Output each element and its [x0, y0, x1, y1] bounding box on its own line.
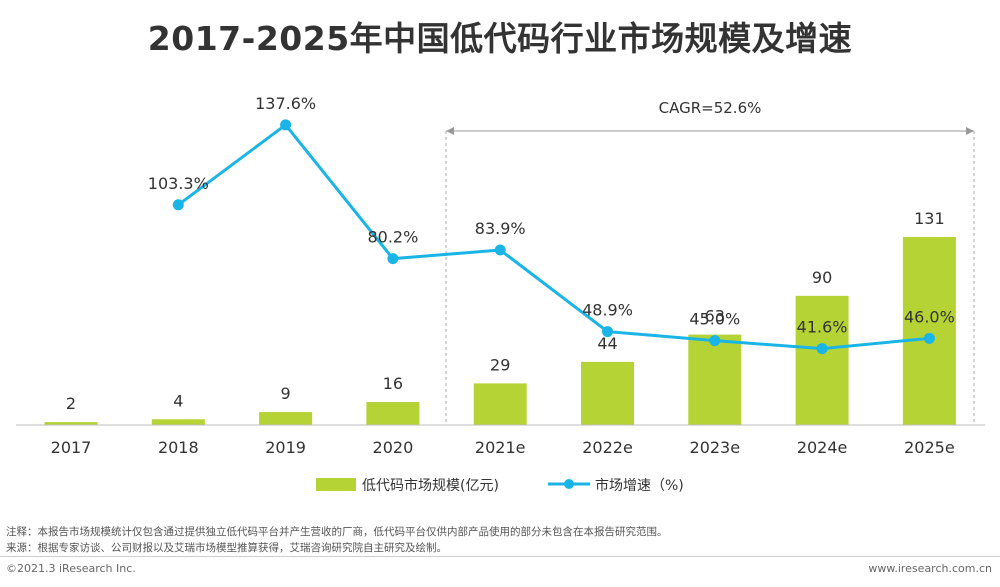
x-tick-2020: 2020 — [373, 438, 414, 457]
bar-2024e — [795, 295, 849, 425]
copyright-text: ©2021.3 iResearch Inc. — [6, 562, 136, 575]
line-series — [172, 119, 935, 355]
bar-label-2024e: 90 — [812, 268, 832, 287]
cagr-bracket: CAGR=52.6% — [445, 99, 975, 425]
bar-2023e — [688, 334, 742, 425]
legend-line-label: 市场增速（%) — [595, 477, 684, 494]
x-tick-2024e: 2024e — [797, 438, 848, 457]
x-tick-2021e: 2021e — [475, 438, 526, 457]
growth-label-2019: 137.6% — [255, 94, 316, 113]
x-tick-2019: 2019 — [265, 438, 306, 457]
cagr-arrow-right — [966, 127, 974, 135]
bar-value-labels: 2 4 9 16 29 44 63 90 131 — [66, 209, 945, 413]
bar-label-2019: 9 — [281, 384, 291, 403]
line-value-labels: 103.3% 137.6% 80.2% 83.9% 48.9% 45.0% 41.6% 46.… — [148, 94, 955, 337]
bar-series — [44, 237, 956, 425]
footnote-source: 来源：根据专家访谈、公司财报以及艾瑞市场模型推算获得，艾瑞咨询研究院自主研究及绘… — [6, 542, 447, 554]
legend-bar-swatch — [316, 478, 356, 491]
growth-label-2018: 103.3% — [148, 174, 209, 193]
bar-2025e — [902, 237, 956, 425]
bar-label-2020: 16 — [383, 374, 403, 393]
growth-label-2023e: 45.0% — [689, 310, 740, 329]
bar-2020 — [366, 402, 420, 425]
legend: 低代码市场规模(亿元) 市场增速（%) — [316, 477, 684, 494]
footnote-note: 注释：本报告市场规模统计仅包含通过提供独立低代码平台并产生营收的厂商，低代码平台… — [6, 526, 668, 538]
growth-label-2024e: 41.6% — [797, 318, 848, 337]
growth-point-2020 — [387, 253, 399, 265]
growth-point-2021e — [494, 244, 506, 256]
footer-divider — [0, 556, 1000, 557]
bar-label-2017: 2 — [66, 394, 76, 413]
x-tick-labels: 2017 2018 2019 2020 2021e 2022e 2023e 2024e 2025… — [51, 438, 955, 457]
bar-2022e — [581, 361, 634, 425]
cagr-label: CAGR=52.6% — [659, 99, 762, 117]
growth-point-2024e — [816, 343, 828, 355]
chart: CAGR=52.6% 2 4 9 16 29 44 63 90 131 103.3% 137.6%… — [16, 94, 985, 494]
x-tick-2023e: 2023e — [690, 438, 741, 457]
growth-label-2021e: 83.9% — [475, 219, 526, 238]
bar-label-2023e: 63 — [705, 307, 725, 326]
bar-label-2021e: 29 — [490, 355, 510, 374]
growth-point-2023e — [709, 335, 721, 347]
x-tick-2022e: 2022e — [582, 438, 633, 457]
x-tick-2018: 2018 — [158, 438, 199, 457]
bar-2021e — [473, 383, 527, 425]
x-tick-2017: 2017 — [51, 438, 92, 457]
x-tick-2025e: 2025e — [904, 438, 955, 457]
growth-label-2022e: 48.9% — [582, 301, 633, 320]
growth-point-2018 — [172, 199, 184, 211]
bar-2019 — [259, 412, 313, 425]
growth-label-2025e: 46.0% — [904, 307, 955, 326]
growth-point-2019 — [280, 119, 292, 131]
growth-point-2022e — [602, 326, 613, 338]
bar-label-2022e: 44 — [597, 334, 617, 353]
growth-point-2025e — [923, 332, 935, 344]
chart-title: 2017-2025年中国低代码行业市场规模及增速 — [147, 19, 853, 58]
growth-label-2020: 80.2% — [367, 228, 418, 247]
legend-line-marker — [564, 479, 574, 489]
cagr-arrow-left — [446, 127, 454, 135]
growth-line — [177, 122, 930, 351]
bar-label-2025e: 131 — [914, 209, 945, 228]
legend-bar-label: 低代码市场规模(亿元) — [362, 477, 499, 494]
bar-2018 — [151, 419, 205, 425]
bar-2017 — [44, 422, 98, 425]
website-text: www.iresearch.com.cn — [868, 562, 992, 575]
bar-label-2018: 4 — [173, 391, 183, 410]
